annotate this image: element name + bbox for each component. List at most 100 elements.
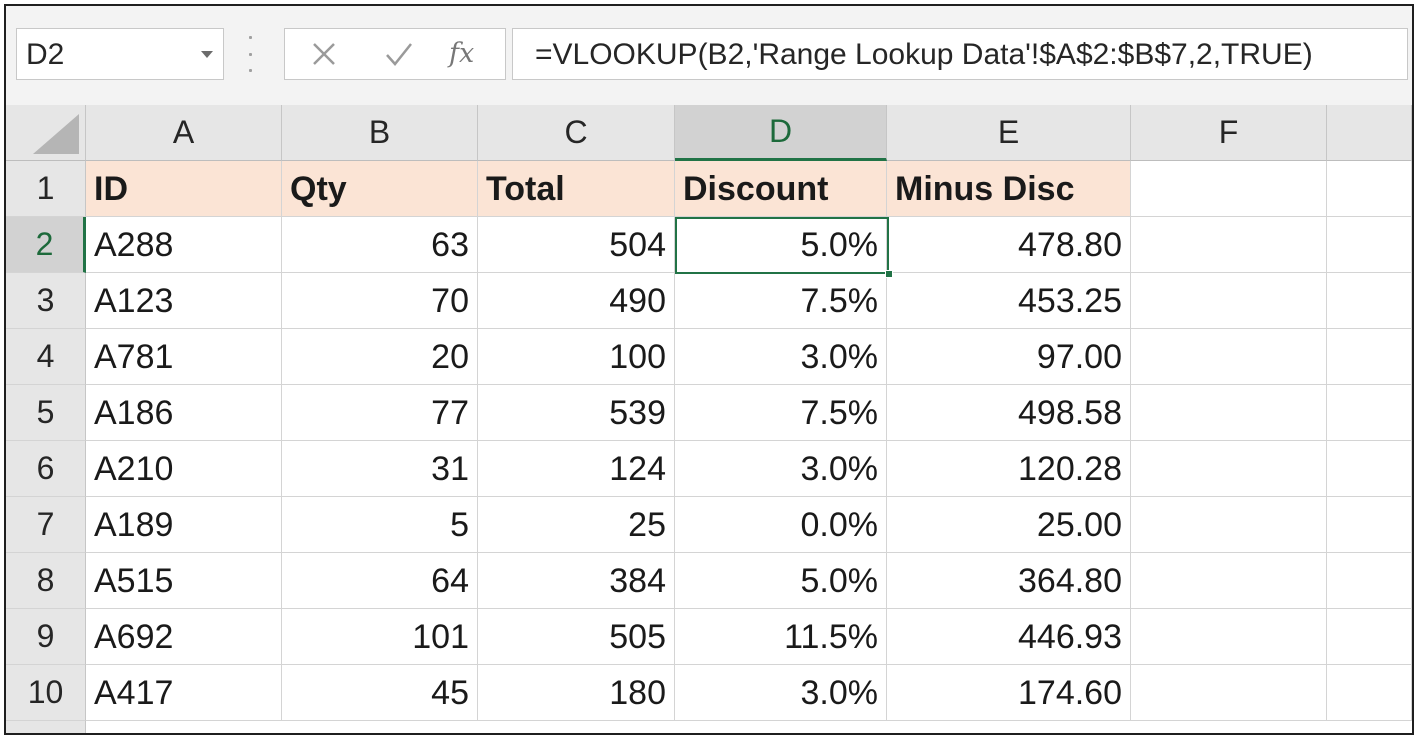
cell-c2[interactable]: 504 <box>478 217 675 273</box>
cell-f5[interactable] <box>1131 385 1327 441</box>
insert-function-button[interactable]: fx <box>449 38 475 69</box>
formula-text: =VLOOKUP(B2,'Range Lookup Data'!$A$2:$B$… <box>535 38 1313 71</box>
cell-f2[interactable] <box>1131 217 1327 273</box>
row-header-6[interactable]: 6 <box>6 441 86 497</box>
cell-a9[interactable]: A692 <box>86 609 282 665</box>
column-header-g[interactable] <box>1327 105 1412 161</box>
cell-g5[interactable] <box>1327 385 1412 441</box>
row-header-1[interactable]: 1 <box>6 161 86 217</box>
cell-g10[interactable] <box>1327 665 1412 721</box>
cell-g2[interactable] <box>1327 217 1412 273</box>
chevron-down-icon[interactable] <box>201 51 213 58</box>
fill-handle[interactable] <box>885 270 893 278</box>
cell-f8[interactable] <box>1131 553 1327 609</box>
cell-c9[interactable]: 505 <box>478 609 675 665</box>
cell-f7[interactable] <box>1131 497 1327 553</box>
cell-a1[interactable]: ID <box>86 161 282 217</box>
row-header-3[interactable]: 3 <box>6 273 86 329</box>
cell-b1[interactable]: Qty <box>282 161 478 217</box>
cell-g4[interactable] <box>1327 329 1412 385</box>
cell-f3[interactable] <box>1131 273 1327 329</box>
cell-d6[interactable]: 3.0% <box>675 441 887 497</box>
cell-f10[interactable] <box>1131 665 1327 721</box>
cell-a5[interactable]: A186 <box>86 385 282 441</box>
cell-a4[interactable]: A781 <box>86 329 282 385</box>
cell-e10[interactable]: 174.60 <box>887 665 1131 721</box>
cell-d4[interactable]: 3.0% <box>675 329 887 385</box>
cell-b4[interactable]: 20 <box>282 329 478 385</box>
cell-f6[interactable] <box>1131 441 1327 497</box>
cell-a2[interactable]: A288 <box>86 217 282 273</box>
column-header-e[interactable]: E <box>887 105 1131 161</box>
cell-e8[interactable]: 364.80 <box>887 553 1131 609</box>
cell-a3[interactable]: A123 <box>86 273 282 329</box>
cell-e7[interactable]: 25.00 <box>887 497 1131 553</box>
cell-g6[interactable] <box>1327 441 1412 497</box>
column-header-a[interactable]: A <box>86 105 282 161</box>
cell-c6[interactable]: 124 <box>478 441 675 497</box>
cell-a8[interactable]: A515 <box>86 553 282 609</box>
row-header-2[interactable]: 2 <box>6 217 86 273</box>
row-header-5[interactable]: 5 <box>6 385 86 441</box>
column-header-b[interactable]: B <box>282 105 478 161</box>
cell-d7[interactable]: 0.0% <box>675 497 887 553</box>
cell-c10[interactable]: 180 <box>478 665 675 721</box>
cell-a10[interactable]: A417 <box>86 665 282 721</box>
cell-e4[interactable]: 97.00 <box>887 329 1131 385</box>
cell-b5[interactable]: 77 <box>282 385 478 441</box>
cell-e2[interactable]: 478.80 <box>887 217 1131 273</box>
column-header-d[interactable]: D <box>675 105 887 161</box>
select-all-button[interactable] <box>6 105 86 161</box>
cell-d9[interactable]: 11.5% <box>675 609 887 665</box>
column-header-c[interactable]: C <box>478 105 675 161</box>
cell-g9[interactable] <box>1327 609 1412 665</box>
formula-input[interactable]: =VLOOKUP(B2,'Range Lookup Data'!$A$2:$B$… <box>512 28 1408 80</box>
column-header-f[interactable]: F <box>1131 105 1327 161</box>
cell-c5[interactable]: 539 <box>478 385 675 441</box>
cell-e6[interactable]: 120.28 <box>887 441 1131 497</box>
cell-g1[interactable] <box>1327 161 1412 217</box>
row-header-4[interactable]: 4 <box>6 329 86 385</box>
cell-f1[interactable] <box>1131 161 1327 217</box>
cell-c3[interactable]: 490 <box>478 273 675 329</box>
cell-a7[interactable]: A189 <box>86 497 282 553</box>
cell-e5[interactable]: 498.58 <box>887 385 1131 441</box>
cell-f4[interactable] <box>1131 329 1327 385</box>
cell-c1[interactable]: Total <box>478 161 675 217</box>
cell-f9[interactable] <box>1131 609 1327 665</box>
cell-b2[interactable]: 63 <box>282 217 478 273</box>
spreadsheet-window: D2 fx =VLOOKUP(B2,'Range Lookup Data'!$A… <box>4 4 1414 735</box>
row-header-8[interactable]: 8 <box>6 553 86 609</box>
cell-g8[interactable] <box>1327 553 1412 609</box>
cell-d10[interactable]: 3.0% <box>675 665 887 721</box>
enter-button[interactable] <box>381 29 417 79</box>
cell-e9[interactable]: 446.93 <box>887 609 1131 665</box>
cell-c8[interactable]: 384 <box>478 553 675 609</box>
cell-d1[interactable]: Discount <box>675 161 887 217</box>
cell-e3[interactable]: 453.25 <box>887 273 1131 329</box>
cell-d2[interactable]: 5.0% <box>675 217 887 273</box>
cell-b6[interactable]: 31 <box>282 441 478 497</box>
cell-e1[interactable]: Minus Disc <box>887 161 1131 217</box>
select-all-triangle-icon <box>33 114 79 154</box>
cell-b10[interactable]: 45 <box>282 665 478 721</box>
cell-d5[interactable]: 7.5% <box>675 385 887 441</box>
formula-bar-resize-handle[interactable] <box>246 36 254 72</box>
cell-d3[interactable]: 7.5% <box>675 273 887 329</box>
name-box[interactable]: D2 <box>16 28 224 80</box>
cancel-button[interactable] <box>307 29 341 79</box>
cell-b7[interactable]: 5 <box>282 497 478 553</box>
cell-c4[interactable]: 100 <box>478 329 675 385</box>
cell-b8[interactable]: 64 <box>282 553 478 609</box>
cell-d8[interactable]: 5.0% <box>675 553 887 609</box>
row-header-9[interactable]: 9 <box>6 609 86 665</box>
row-header-10[interactable]: 10 <box>6 665 86 721</box>
row-header-7[interactable]: 7 <box>6 497 86 553</box>
cell-c7[interactable]: 25 <box>478 497 675 553</box>
cell-g7[interactable] <box>1327 497 1412 553</box>
cell-a6[interactable]: A210 <box>86 441 282 497</box>
cell-b3[interactable]: 70 <box>282 273 478 329</box>
cell-b9[interactable]: 101 <box>282 609 478 665</box>
cell-g3[interactable] <box>1327 273 1412 329</box>
row-header-11[interactable] <box>6 721 86 733</box>
